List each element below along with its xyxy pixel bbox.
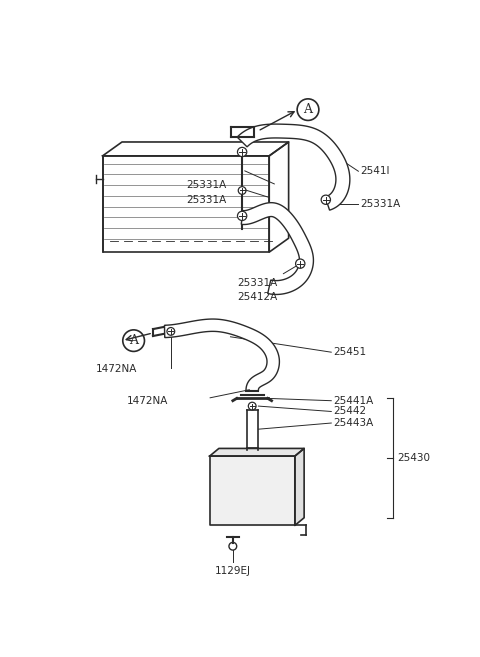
Circle shape xyxy=(238,187,246,194)
Polygon shape xyxy=(210,449,304,456)
Text: A: A xyxy=(129,334,138,347)
Text: 25412A: 25412A xyxy=(238,292,278,302)
Circle shape xyxy=(248,402,256,410)
Circle shape xyxy=(296,259,305,268)
Polygon shape xyxy=(241,202,313,294)
Text: 25331A: 25331A xyxy=(186,194,227,205)
Text: 2541l: 2541l xyxy=(360,166,389,176)
Circle shape xyxy=(321,195,330,204)
Polygon shape xyxy=(210,456,295,526)
Text: 25451: 25451 xyxy=(333,347,366,357)
Text: 25331A: 25331A xyxy=(186,180,227,190)
Text: 25443A: 25443A xyxy=(333,418,373,428)
Text: 1472NA: 1472NA xyxy=(96,364,137,374)
Text: 1472NA: 1472NA xyxy=(127,396,168,406)
Polygon shape xyxy=(295,449,304,526)
Circle shape xyxy=(238,147,247,156)
Text: 1129EJ: 1129EJ xyxy=(215,566,251,576)
Text: 25331A: 25331A xyxy=(360,199,400,210)
Circle shape xyxy=(167,328,175,335)
Polygon shape xyxy=(165,319,279,391)
Polygon shape xyxy=(237,124,350,210)
Circle shape xyxy=(238,212,247,221)
Text: 25430: 25430 xyxy=(397,453,430,463)
Text: A: A xyxy=(303,103,312,116)
Text: 25331A: 25331A xyxy=(238,278,278,288)
Text: 25442: 25442 xyxy=(333,407,366,417)
Text: 25441A: 25441A xyxy=(333,396,373,406)
